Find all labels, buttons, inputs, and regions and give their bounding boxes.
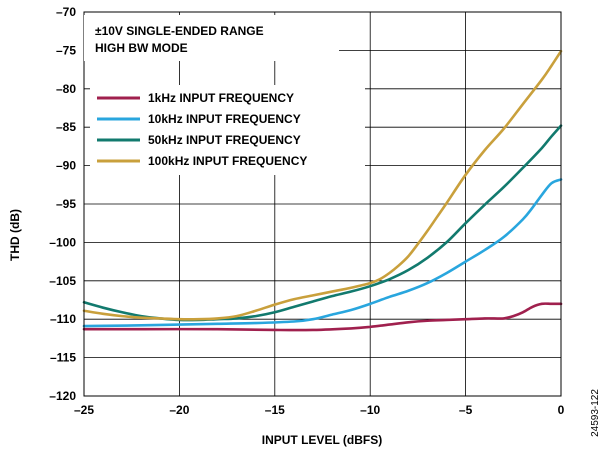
y-tick-label: –85 — [56, 120, 76, 134]
series-line-1khz — [82, 302, 563, 332]
x-tick-label: –15 — [265, 403, 285, 417]
annotation-box: ±10V SINGLE-ENDED RANGE HIGH BW MODE — [84, 15, 339, 61]
tick-labels: –25 –20 –15 –10 –5 0 –120 –115 –110 –105 –100 –95 –9… — [49, 5, 564, 417]
y-tick-label: –110 — [50, 312, 76, 326]
series-line-10khz — [82, 178, 563, 328]
y-tick-label: –80 — [56, 82, 76, 96]
legend-label-50khz: 50kHz INPUT FREQUENCY — [148, 133, 301, 147]
figure-id: 24593-122 — [590, 389, 601, 437]
annotation-line-2: HIGH BW MODE — [95, 41, 188, 55]
y-tick-label: –90 — [56, 159, 76, 173]
x-tick-label: –25 — [74, 403, 94, 417]
y-tick-label: –100 — [49, 235, 76, 249]
y-tick-label: –75 — [56, 43, 76, 57]
y-tick-label: –105 — [49, 274, 76, 288]
legend-label-1khz: 1kHz INPUT FREQUENCY — [148, 91, 294, 105]
y-tick-label: –95 — [56, 197, 76, 211]
annotation-line-1: ±10V SINGLE-ENDED RANGE — [95, 24, 264, 38]
x-axis-label: INPUT LEVEL (dBFS) — [262, 433, 382, 447]
x-tick-label: –10 — [360, 403, 380, 417]
legend-label-100khz: 100kHz INPUT FREQUENCY — [148, 154, 307, 168]
series-line-100khz — [82, 49, 563, 321]
x-tick-label: 0 — [558, 403, 565, 417]
y-axis-label: THD (dB) — [8, 209, 22, 261]
plot-frame — [83, 11, 562, 397]
y-tick-label: –70 — [56, 5, 76, 19]
legend: 1kHz INPUT FREQUENCY 10kHz INPUT FREQUENC… — [90, 85, 365, 175]
x-tick-label: –20 — [169, 403, 189, 417]
series-lines — [82, 49, 563, 332]
legend-label-10khz: 10kHz INPUT FREQUENCY — [148, 112, 301, 126]
x-tick-label: –5 — [459, 403, 473, 417]
y-tick-label: –115 — [50, 351, 76, 365]
y-tick-label: –120 — [49, 389, 76, 403]
